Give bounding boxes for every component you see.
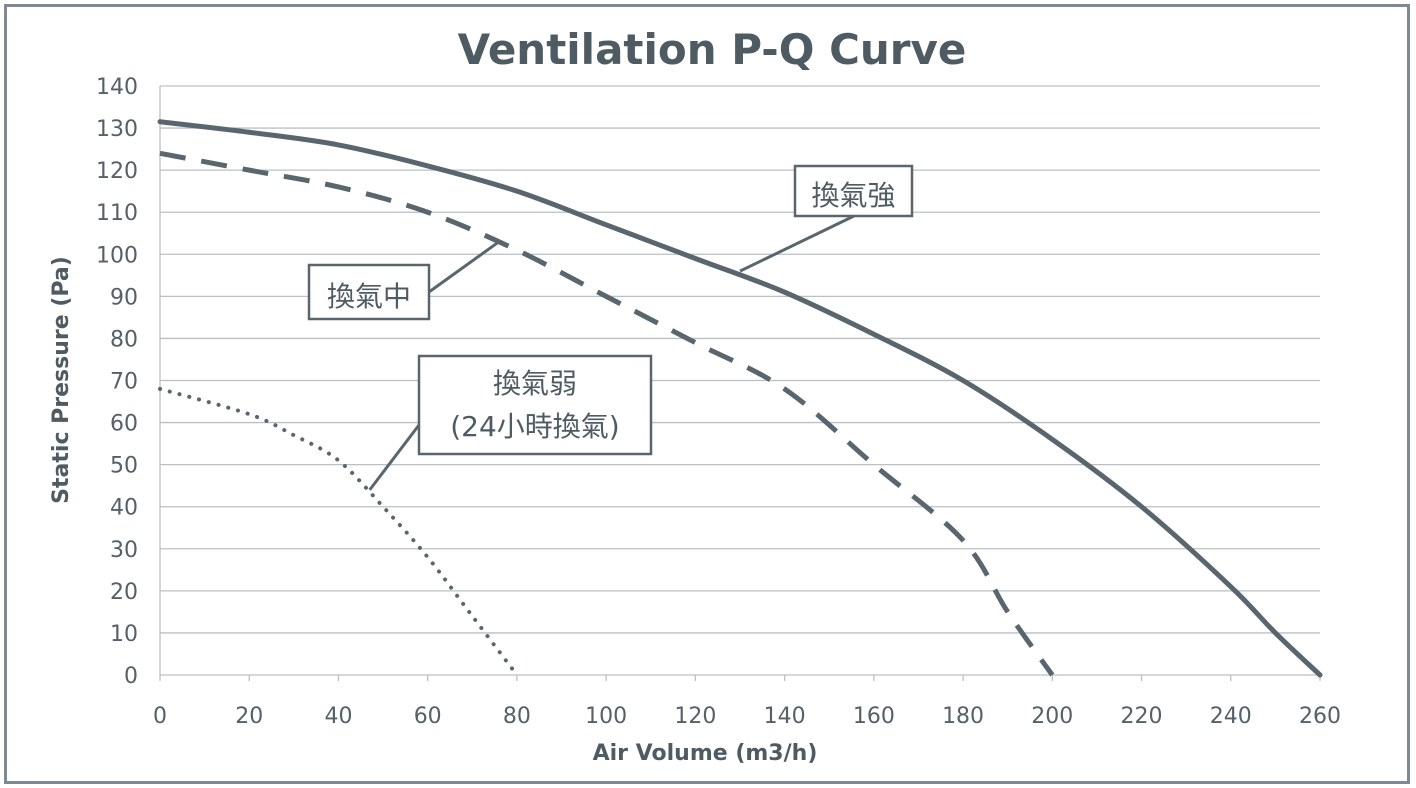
chart-title: Ventilation P-Q Curve: [458, 25, 967, 74]
series-line-1: [159, 150, 1055, 677]
series-lines: [157, 119, 1323, 678]
callout-box-1: [307, 263, 431, 321]
x-tick-label: 180: [942, 704, 984, 729]
x-tick-label: 20: [235, 704, 263, 729]
y-tick-label: 60: [110, 412, 138, 437]
y-axis-label: Static Pressure (Pa): [49, 256, 74, 504]
series-line-0: [157, 119, 1323, 678]
x-tick-label: 40: [324, 704, 352, 729]
y-tick-label: 0: [124, 664, 138, 689]
y-tick-label: 80: [110, 327, 138, 352]
callout-text: 換氣弱: [493, 367, 577, 400]
y-tick-label: 90: [110, 285, 138, 310]
chart-frame: [4, 4, 1410, 784]
callout-box-0: [793, 164, 914, 218]
x-tick-label: 120: [674, 704, 716, 729]
callout-text: (24小時換氣): [450, 410, 619, 443]
series-line-2: [158, 386, 519, 677]
x-tick-label: 60: [414, 704, 442, 729]
y-tick-label: 10: [110, 622, 138, 647]
y-tick-label: 110: [96, 201, 138, 226]
y-tick-label: 50: [110, 454, 138, 479]
y-tick-label: 140: [96, 75, 138, 100]
y-tick-label: 20: [110, 580, 138, 605]
y-tick-label: 100: [96, 243, 138, 268]
x-tick-label: 160: [853, 704, 895, 729]
callout-leader-2: [368, 424, 421, 491]
gridlines: [159, 85, 1320, 676]
y-tick-label: 120: [96, 159, 138, 184]
x-tick-label: 260: [1299, 704, 1341, 729]
x-tick-label: 200: [1031, 704, 1073, 729]
y-tick-label: 30: [110, 538, 138, 563]
x-tick-label: 220: [1121, 704, 1163, 729]
x-tick-label: 240: [1210, 704, 1252, 729]
callout-box-2: [417, 354, 653, 456]
x-tick-label: 140: [764, 704, 806, 729]
callout-text: 換氣強: [811, 179, 895, 212]
x-tick-labels: 0 20 40 60 80 100 120 140 160 180 200 220 240 260: [153, 675, 1341, 729]
callout-text: 換氣中: [327, 280, 411, 313]
x-tick-label: 0: [153, 704, 167, 729]
y-tick-label: 70: [110, 370, 138, 395]
x-tick-label: 100: [585, 704, 627, 729]
callout-leader-1: [428, 240, 500, 294]
y-tick-labels: 0 10 20 30 40 50 60 70 80 90 100 110 120 130 140: [96, 75, 138, 689]
y-tick-label: 40: [110, 496, 138, 521]
x-tick-label: 80: [503, 704, 531, 729]
callout-leader-0: [739, 214, 855, 273]
y-tick-label: 130: [96, 117, 138, 142]
x-axis-label: Air Volume (m3/h): [593, 741, 818, 766]
